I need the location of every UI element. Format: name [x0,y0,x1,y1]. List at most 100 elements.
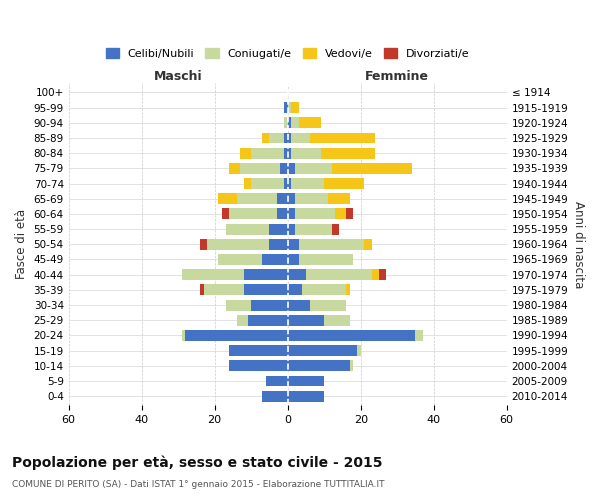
Bar [331,163,412,174]
Bar [287,239,299,250]
Bar [295,208,335,220]
Bar [200,239,208,250]
Bar [244,178,251,189]
Bar [244,284,287,296]
Bar [226,224,269,234]
Text: Popolazione per età, sesso e stato civile - 2015: Popolazione per età, sesso e stato civil… [12,455,383,469]
Bar [320,148,376,158]
Legend: Celibi/Nubili, Coniugati/e, Vedovi/e, Divorziati/e: Celibi/Nubili, Coniugati/e, Vedovi/e, Di… [101,44,475,64]
Bar [346,208,353,220]
Bar [277,208,287,220]
Bar [287,376,324,386]
Bar [295,224,331,234]
Bar [218,194,236,204]
Bar [357,345,361,356]
Bar [379,269,386,280]
Bar [328,194,350,204]
Bar [287,284,302,296]
Bar [229,208,277,220]
Bar [324,178,364,189]
Bar [371,269,379,280]
Bar [218,254,262,265]
Bar [222,208,229,220]
Bar [287,118,292,128]
Bar [269,132,284,143]
Bar [287,315,324,326]
Bar [248,315,287,326]
Bar [226,300,251,310]
Bar [287,208,295,220]
Bar [287,224,295,234]
Bar [295,194,328,204]
Bar [182,269,244,280]
Bar [292,132,310,143]
Bar [310,300,346,310]
Bar [229,360,287,372]
Bar [287,345,357,356]
Y-axis label: Fasce di età: Fasce di età [15,209,28,280]
Bar [284,178,287,189]
Bar [251,148,284,158]
Bar [266,376,287,386]
Bar [324,315,350,326]
Bar [287,163,295,174]
Bar [292,118,299,128]
Bar [240,163,280,174]
Bar [287,360,350,372]
Bar [208,239,269,250]
Bar [299,118,320,128]
Text: Maschi: Maschi [154,70,202,82]
Bar [287,254,299,265]
Bar [287,269,306,280]
Bar [310,132,376,143]
Bar [229,345,287,356]
Bar [185,330,287,341]
Bar [292,148,320,158]
Bar [284,118,287,128]
Bar [292,178,324,189]
Bar [284,148,287,158]
Bar [292,102,299,113]
Bar [262,390,287,402]
Bar [200,284,204,296]
Y-axis label: Anni di nascita: Anni di nascita [572,200,585,288]
Bar [251,178,284,189]
Bar [287,390,324,402]
Bar [415,330,423,341]
Bar [182,330,185,341]
Bar [236,315,248,326]
Bar [299,239,364,250]
Bar [306,269,371,280]
Bar [229,163,240,174]
Bar [287,300,310,310]
Bar [287,178,292,189]
Bar [350,360,353,372]
Bar [335,208,346,220]
Bar [284,102,287,113]
Bar [299,254,353,265]
Bar [287,102,292,113]
Bar [346,284,350,296]
Bar [251,300,287,310]
Bar [287,132,292,143]
Bar [244,269,287,280]
Bar [277,194,287,204]
Bar [236,194,277,204]
Bar [280,163,287,174]
Text: Femmine: Femmine [365,70,429,82]
Bar [287,148,292,158]
Bar [287,330,415,341]
Bar [364,239,371,250]
Bar [331,224,339,234]
Bar [295,163,331,174]
Bar [240,148,251,158]
Bar [262,254,287,265]
Bar [284,132,287,143]
Bar [287,194,295,204]
Bar [269,224,287,234]
Bar [269,239,287,250]
Text: COMUNE DI PERITO (SA) - Dati ISTAT 1° gennaio 2015 - Elaborazione TUTTITALIA.IT: COMUNE DI PERITO (SA) - Dati ISTAT 1° ge… [12,480,385,489]
Bar [204,284,244,296]
Bar [302,284,346,296]
Bar [262,132,269,143]
